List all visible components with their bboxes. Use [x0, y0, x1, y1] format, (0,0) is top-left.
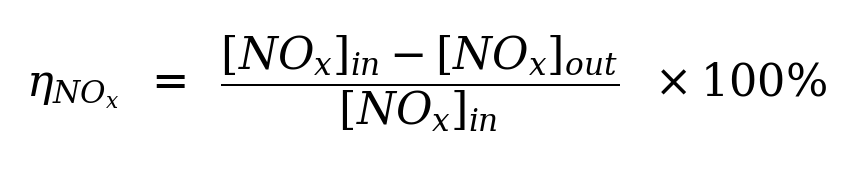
Text: $\eta_{NO_x} \;\; = \;\; \dfrac{\left[NO_x\right]_{in} - \left[NO_x\right]_{out}: $\eta_{NO_x} \;\; = \;\; \dfrac{\left[NO… [26, 33, 826, 134]
